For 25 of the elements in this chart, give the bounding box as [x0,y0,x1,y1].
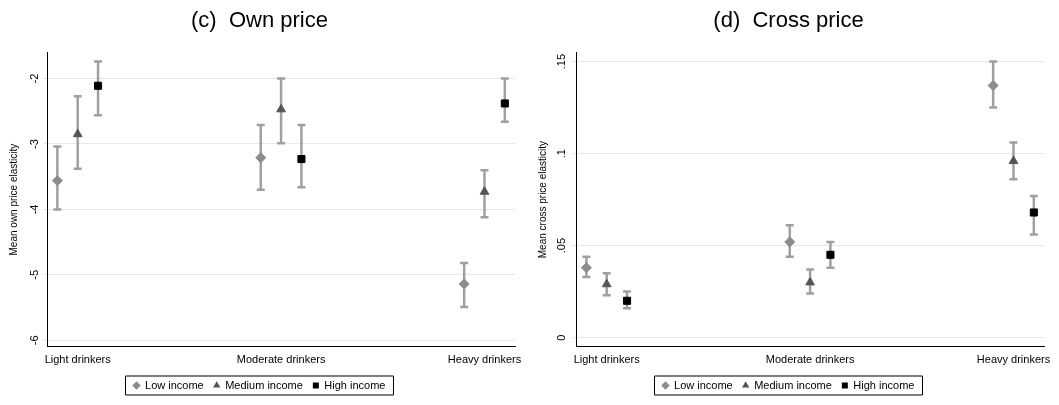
legend-label: High income [853,378,915,391]
x-tick-label: Moderate drinkers [236,353,326,366]
y-tick-label: .15 [554,53,567,70]
x-tick-label: Light drinkers [44,353,112,366]
legend-label: Low income [674,378,733,391]
y-tick-label: -2 [28,73,41,84]
chart-title: (c) Own price [191,7,328,33]
y-axis-title: Mean cross price elasticity [536,140,548,259]
y-tick-label: .05 [554,237,567,254]
legend-label: High income [324,378,386,391]
x-tick-label: Heavy drinkers [976,353,1051,366]
x-tick-label: Moderate drinkers [765,353,855,366]
y-tick-label: 0 [554,334,567,341]
legend-label: Medium income [225,378,303,391]
y-tick-label: -6 [28,335,41,346]
x-tick-label: Light drinkers [573,353,641,366]
y-tick-label: -4 [28,204,41,215]
y-axis-title: Mean own price elasticity [7,143,19,256]
y-tick-label: .1 [554,149,567,159]
x-tick-label: Heavy drinkers [447,353,522,366]
legend-label: Medium income [754,378,832,391]
y-tick-label: -3 [28,139,41,149]
chart-title: (d) Cross price [713,7,864,33]
y-tick-label: -5 [28,269,41,280]
legend-label: Low income [145,378,204,391]
